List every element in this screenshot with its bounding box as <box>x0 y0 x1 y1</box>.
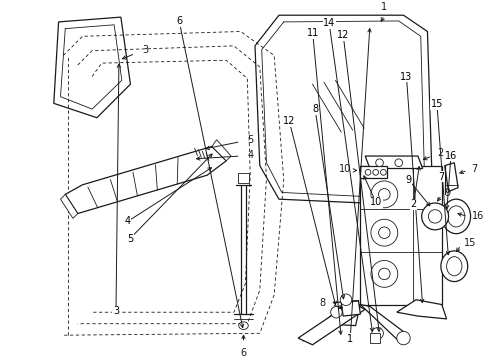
Polygon shape <box>61 194 78 218</box>
Polygon shape <box>211 140 230 161</box>
Circle shape <box>394 159 402 167</box>
Text: 3: 3 <box>113 306 119 316</box>
Circle shape <box>371 328 383 339</box>
Polygon shape <box>396 300 446 319</box>
Text: 1: 1 <box>346 334 353 344</box>
Ellipse shape <box>440 251 467 282</box>
Polygon shape <box>65 147 226 213</box>
Polygon shape <box>360 166 386 178</box>
Polygon shape <box>322 305 360 326</box>
Polygon shape <box>444 163 457 192</box>
Circle shape <box>378 227 389 238</box>
Text: 15: 15 <box>430 99 442 109</box>
Text: 3: 3 <box>142 45 148 55</box>
Text: 8: 8 <box>319 298 325 308</box>
Text: 6: 6 <box>176 16 182 26</box>
Ellipse shape <box>238 322 248 329</box>
Text: 2: 2 <box>409 199 416 209</box>
Text: 13: 13 <box>400 72 412 81</box>
Circle shape <box>370 181 397 208</box>
Circle shape <box>370 219 397 246</box>
Text: 5: 5 <box>127 234 133 244</box>
Text: 10: 10 <box>369 197 381 207</box>
Polygon shape <box>360 166 441 305</box>
Polygon shape <box>298 303 365 345</box>
Ellipse shape <box>447 206 464 227</box>
Text: 12: 12 <box>283 116 295 126</box>
Text: 8: 8 <box>311 104 318 114</box>
Text: 7: 7 <box>470 163 477 174</box>
Circle shape <box>396 332 409 345</box>
Circle shape <box>365 170 370 175</box>
Text: 9: 9 <box>405 175 411 185</box>
Polygon shape <box>54 17 130 118</box>
Text: 4: 4 <box>124 216 130 226</box>
Circle shape <box>421 203 447 230</box>
Text: 12: 12 <box>336 30 349 40</box>
Text: 9: 9 <box>444 188 450 198</box>
Ellipse shape <box>446 257 461 276</box>
Circle shape <box>375 159 383 167</box>
Circle shape <box>380 170 386 175</box>
Circle shape <box>340 294 351 306</box>
Text: 14: 14 <box>323 18 335 28</box>
Text: 2: 2 <box>436 148 443 158</box>
Circle shape <box>378 189 389 200</box>
Polygon shape <box>365 156 422 168</box>
Text: 1: 1 <box>381 2 386 12</box>
Circle shape <box>370 261 397 287</box>
Polygon shape <box>341 301 360 316</box>
Ellipse shape <box>441 199 469 234</box>
Circle shape <box>372 170 378 175</box>
Text: 7: 7 <box>438 172 444 181</box>
Text: 11: 11 <box>306 28 318 39</box>
Bar <box>369 333 379 343</box>
Circle shape <box>378 268 389 280</box>
Text: 16: 16 <box>470 211 483 221</box>
Polygon shape <box>360 305 407 341</box>
Text: 10: 10 <box>338 163 350 174</box>
Text: 6: 6 <box>240 348 246 358</box>
Text: 4: 4 <box>247 150 253 160</box>
Circle shape <box>427 210 441 223</box>
Circle shape <box>330 306 342 318</box>
Bar <box>237 173 249 183</box>
Text: 15: 15 <box>463 238 475 248</box>
Text: 16: 16 <box>444 151 456 161</box>
Text: 5: 5 <box>247 135 253 145</box>
Polygon shape <box>254 15 431 204</box>
